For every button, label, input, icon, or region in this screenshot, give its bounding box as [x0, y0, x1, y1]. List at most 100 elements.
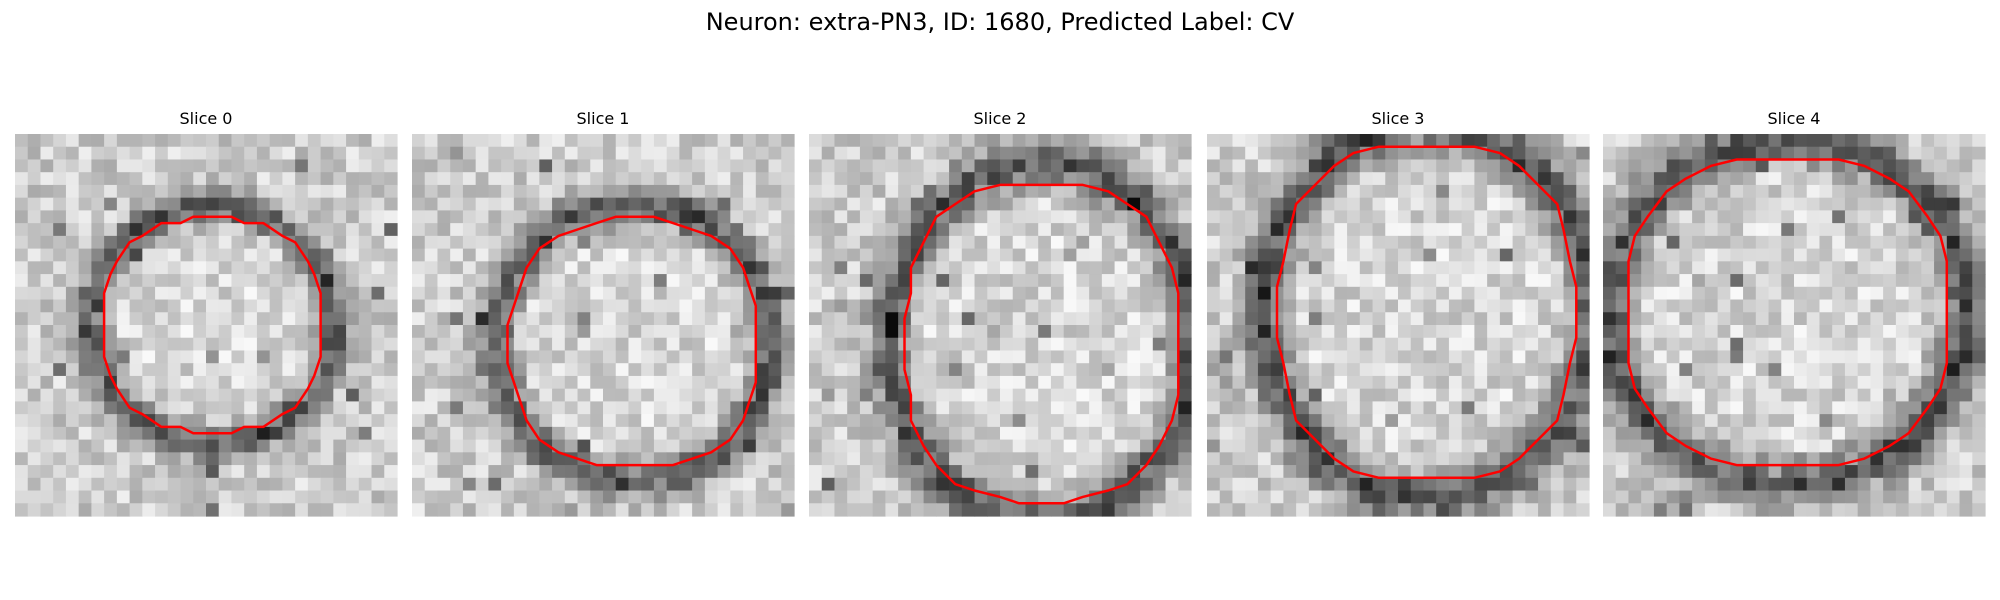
pixel [628, 503, 642, 517]
pixel [1641, 146, 1655, 161]
pixel [1832, 210, 1846, 224]
pixel [1114, 414, 1128, 428]
pixel [961, 325, 976, 339]
pixel [1641, 274, 1655, 288]
pixel [1563, 401, 1577, 415]
pixel [1127, 477, 1141, 492]
pixel [78, 452, 92, 466]
pixel [603, 465, 617, 479]
pixel [1050, 503, 1065, 517]
pixel [371, 426, 385, 441]
pixel [282, 274, 296, 288]
pixel [1819, 235, 1833, 250]
pixel [450, 375, 464, 390]
pixel [180, 388, 194, 402]
pixel [1076, 388, 1090, 402]
pixel [40, 159, 54, 173]
pixel [1921, 350, 1935, 364]
pixel [1959, 337, 1973, 352]
pixel [1474, 375, 1488, 390]
pixel [282, 426, 296, 441]
pixel [1165, 426, 1179, 441]
pixel [692, 261, 706, 275]
pixel [1666, 134, 1680, 148]
pixel [142, 184, 156, 199]
pixel [961, 274, 976, 288]
pixel [730, 274, 744, 288]
pixel [1628, 439, 1642, 453]
pixel [412, 172, 426, 186]
pixel [1499, 274, 1514, 288]
pixel [1372, 503, 1386, 517]
pixel [1334, 248, 1348, 262]
pixel [1165, 248, 1179, 262]
pixel [1666, 350, 1680, 364]
pixel [564, 210, 579, 224]
pixel [1730, 223, 1744, 237]
pixel [1679, 375, 1693, 390]
pixel [1372, 274, 1386, 288]
pixel [603, 172, 617, 186]
pixel [437, 452, 451, 466]
pixel [346, 414, 360, 428]
pixel [218, 299, 233, 313]
pixel [424, 503, 439, 517]
pixel [231, 465, 245, 479]
pixel [513, 465, 528, 479]
pixel [1178, 426, 1192, 441]
pixel [768, 375, 782, 390]
pixel [15, 197, 29, 211]
pixel [885, 452, 899, 466]
pixel [193, 184, 207, 199]
pixel [974, 337, 988, 352]
pixel [91, 159, 105, 173]
pixel [1487, 401, 1501, 415]
pixel [1832, 134, 1846, 148]
pixel [1563, 452, 1577, 466]
pixel [1576, 503, 1590, 517]
pixel [1245, 286, 1259, 301]
pixel [1321, 375, 1335, 390]
pixel [1819, 146, 1833, 161]
pixel [1025, 274, 1039, 288]
pixel [1895, 286, 1910, 301]
pixel [475, 312, 489, 326]
pixel [358, 172, 373, 186]
pixel [1178, 248, 1192, 262]
pixel [320, 261, 334, 275]
pixel [1257, 248, 1272, 262]
pixel [1895, 197, 1910, 211]
pixel [730, 235, 744, 250]
pixel [1704, 337, 1719, 352]
pixel [768, 286, 782, 301]
pixel [1283, 274, 1297, 288]
pixel [371, 439, 385, 453]
pixel [539, 388, 553, 402]
pixel [910, 172, 925, 186]
pixel [692, 312, 706, 326]
pixel [1679, 248, 1693, 262]
pixel [333, 439, 347, 453]
pixel [1050, 172, 1065, 186]
pixel [1063, 375, 1077, 390]
pixel [1398, 477, 1412, 492]
pixel [1398, 235, 1412, 250]
pixel [1308, 274, 1323, 288]
pixel [501, 299, 515, 313]
pixel [743, 159, 757, 173]
pixel [1152, 261, 1167, 275]
panel-title: Slice 0 [180, 109, 233, 128]
pixel [40, 363, 54, 377]
pixel [1063, 274, 1077, 288]
pixel [1398, 350, 1412, 364]
pixel [1245, 350, 1259, 364]
pixel [295, 337, 309, 352]
pixel [1334, 235, 1348, 250]
pixel [1538, 146, 1552, 161]
pixel [1000, 146, 1014, 161]
pixel [1257, 159, 1272, 173]
pixel [1076, 184, 1090, 199]
pixel [462, 235, 477, 250]
pixel [1076, 503, 1090, 517]
pixel [974, 274, 988, 288]
